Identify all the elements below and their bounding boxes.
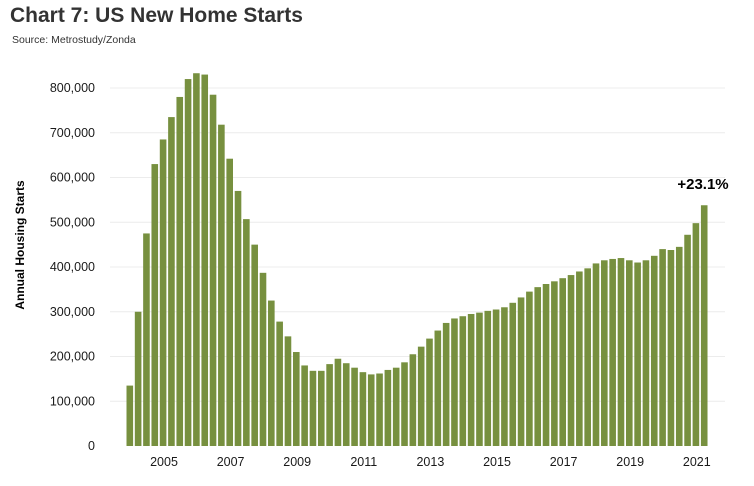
bar <box>351 367 358 446</box>
bar <box>667 250 675 446</box>
bar <box>159 139 167 446</box>
y-tick-label: 0 <box>88 439 95 453</box>
bar <box>426 338 433 446</box>
bar <box>417 346 425 446</box>
bar <box>326 364 333 446</box>
x-tick-label: 2009 <box>283 455 311 469</box>
bar <box>476 312 483 446</box>
bar <box>617 258 625 446</box>
bar <box>576 271 583 446</box>
y-tick-label: 200,000 <box>50 350 95 364</box>
bar <box>251 244 258 447</box>
bar <box>218 124 225 446</box>
bar <box>675 246 683 446</box>
bar <box>626 260 633 446</box>
bar <box>584 268 591 446</box>
bar <box>501 307 508 446</box>
bar <box>209 94 217 447</box>
bar <box>342 363 350 446</box>
bar <box>542 284 550 446</box>
bar <box>409 354 417 446</box>
x-tick-label: 2015 <box>483 455 511 469</box>
bar <box>234 190 242 446</box>
bar <box>243 219 250 446</box>
x-tick-label: 2017 <box>550 455 578 469</box>
bar <box>650 255 658 446</box>
bar <box>334 358 342 446</box>
bar <box>392 367 400 446</box>
bar <box>401 362 408 446</box>
y-tick-label: 800,000 <box>50 81 95 95</box>
y-axis-ticks: 0 100,000 200,000 300,000 400,000 500,000 600,… <box>50 81 95 453</box>
y-tick-label: 500,000 <box>50 215 95 229</box>
bar <box>517 297 525 446</box>
bar <box>684 234 691 446</box>
bars <box>126 73 708 447</box>
bar <box>484 310 492 446</box>
y-tick-label: 400,000 <box>50 260 95 274</box>
bar <box>226 158 233 446</box>
bar <box>609 258 616 446</box>
bar <box>492 309 500 446</box>
bar <box>151 164 159 446</box>
bar <box>551 281 558 446</box>
bar <box>168 117 175 446</box>
bar <box>367 374 375 446</box>
x-tick-label: 2005 <box>150 455 178 469</box>
bar <box>359 372 367 446</box>
bar <box>467 313 475 446</box>
x-tick-label: 2021 <box>683 455 711 469</box>
bar <box>284 336 292 446</box>
bar <box>642 260 650 446</box>
x-axis-ticks: 2005 2007 2009 2011 2013 2015 2017 2019 2021 <box>150 455 711 469</box>
bar <box>317 370 325 446</box>
bar <box>459 316 467 446</box>
bar <box>293 352 300 446</box>
bar <box>376 373 383 446</box>
bar <box>309 370 317 446</box>
bar <box>276 321 283 446</box>
bar <box>659 249 666 446</box>
bar <box>634 262 641 446</box>
bar <box>301 365 308 446</box>
y-tick-label: 100,000 <box>50 394 95 408</box>
y-tick-label: 300,000 <box>50 305 95 319</box>
y-tick-label: 600,000 <box>50 171 95 185</box>
x-tick-label: 2011 <box>350 455 377 469</box>
bar <box>451 318 458 446</box>
bar <box>176 96 184 446</box>
bar <box>259 272 267 446</box>
growth-annotation: +23.1% <box>677 176 728 193</box>
bar <box>559 278 566 446</box>
bar <box>526 291 533 446</box>
bar <box>126 385 134 446</box>
bar <box>268 300 275 446</box>
bar <box>184 79 192 447</box>
bar <box>201 74 209 446</box>
x-tick-label: 2019 <box>616 455 644 469</box>
bar <box>193 73 200 446</box>
bar <box>509 302 517 446</box>
x-tick-label: 2007 <box>217 455 245 469</box>
y-tick-label: 700,000 <box>50 126 95 140</box>
bar <box>384 369 392 446</box>
bar <box>700 205 708 446</box>
bar <box>534 287 542 446</box>
bar <box>601 260 608 446</box>
bar <box>143 233 150 446</box>
chart-title: Chart 7: US New Home Starts <box>10 4 303 27</box>
bar <box>567 275 575 446</box>
bar <box>592 263 600 446</box>
bar <box>134 311 142 446</box>
bar <box>692 223 700 446</box>
bar <box>442 322 450 446</box>
y-axis-label: Annual Housing Starts <box>13 180 27 310</box>
bar <box>434 330 442 446</box>
chart-source: Source: Metrostudy/Zonda <box>12 34 136 46</box>
x-tick-label: 2013 <box>416 455 444 469</box>
